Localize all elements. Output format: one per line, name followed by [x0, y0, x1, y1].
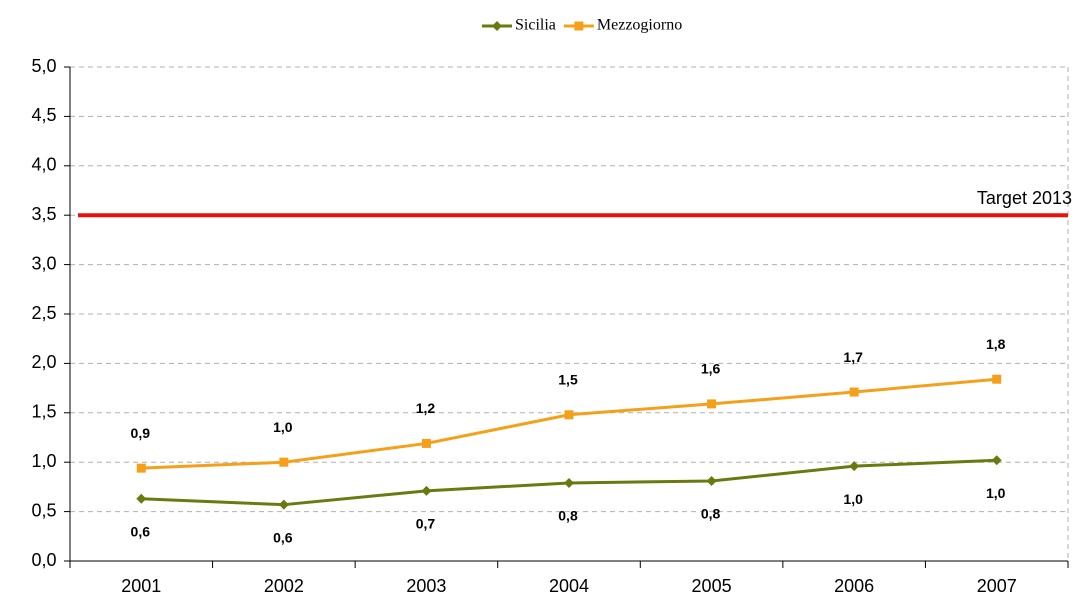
legend: Sicilia Mezzogiorno [482, 17, 682, 34]
y-tick-label: 5,0 [31, 56, 56, 76]
marker [421, 485, 432, 496]
y-tick-label: 1,0 [31, 451, 56, 471]
data-label: 1,5 [558, 371, 578, 387]
marker [991, 455, 1002, 466]
y-tick-label: 4,5 [31, 105, 56, 125]
marker [992, 374, 1002, 384]
marker [136, 493, 147, 504]
data-label: 1,0 [986, 485, 1006, 501]
data-label: 0,9 [131, 425, 151, 441]
y-tick-label: 2,0 [31, 352, 56, 372]
marker [849, 387, 859, 397]
x-tick-label: 2003 [406, 576, 446, 596]
marker [564, 477, 574, 488]
target-label: Target 2013 [977, 188, 1072, 208]
marker [279, 457, 289, 467]
x-tick-label: 2004 [549, 576, 589, 596]
y-tick-label: 0,5 [31, 500, 56, 520]
data-label: 0,8 [701, 506, 721, 522]
y-tick-label: 2,5 [31, 303, 56, 323]
x-tick-label: 2002 [264, 576, 304, 596]
y-tick-label: 0,0 [31, 550, 56, 570]
marker [136, 463, 146, 473]
data-label: 1,6 [701, 361, 721, 377]
marker [421, 438, 431, 448]
marker [492, 21, 502, 31]
y-tick-label: 3,0 [31, 253, 56, 273]
marker [707, 399, 717, 409]
data-label: 0,8 [558, 508, 578, 524]
legend-label: Sicilia [515, 17, 556, 34]
y-tick-label: 3,5 [31, 204, 56, 224]
x-tick-label: 2007 [977, 576, 1017, 596]
marker [278, 499, 289, 510]
x-tick-label: 2001 [121, 576, 161, 596]
data-label: 1,7 [843, 349, 863, 365]
data-label: 1,0 [843, 491, 863, 507]
data-label: 0,6 [131, 523, 151, 539]
data-label: 1,8 [986, 336, 1006, 352]
marker [564, 410, 574, 420]
y-tick-label: 1,5 [31, 402, 56, 422]
marker [849, 461, 860, 472]
series-line [141, 377, 997, 470]
data-label: 0,6 [273, 529, 293, 545]
marker [574, 21, 584, 31]
legend-label: Mezzogiorno [597, 17, 682, 34]
x-tick-label: 2006 [834, 576, 874, 596]
data-label: 0,7 [416, 516, 436, 532]
marker [706, 475, 717, 486]
x-tick-label: 2005 [692, 576, 732, 596]
data-label: 1,2 [416, 400, 436, 416]
y-tick-label: 4,0 [31, 155, 56, 175]
data-label: 1,0 [273, 419, 293, 435]
